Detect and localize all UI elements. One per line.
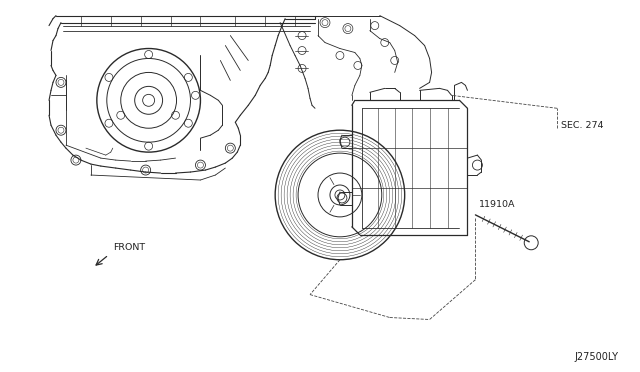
Text: FRONT: FRONT bbox=[113, 243, 145, 252]
Text: J27500LY: J27500LY bbox=[575, 352, 619, 362]
Text: 11910A: 11910A bbox=[479, 201, 516, 209]
Text: SEC. 274: SEC. 274 bbox=[561, 121, 604, 130]
